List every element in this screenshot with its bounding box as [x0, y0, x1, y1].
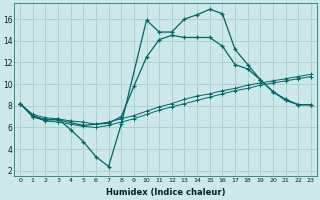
X-axis label: Humidex (Indice chaleur): Humidex (Indice chaleur) [106, 188, 225, 197]
